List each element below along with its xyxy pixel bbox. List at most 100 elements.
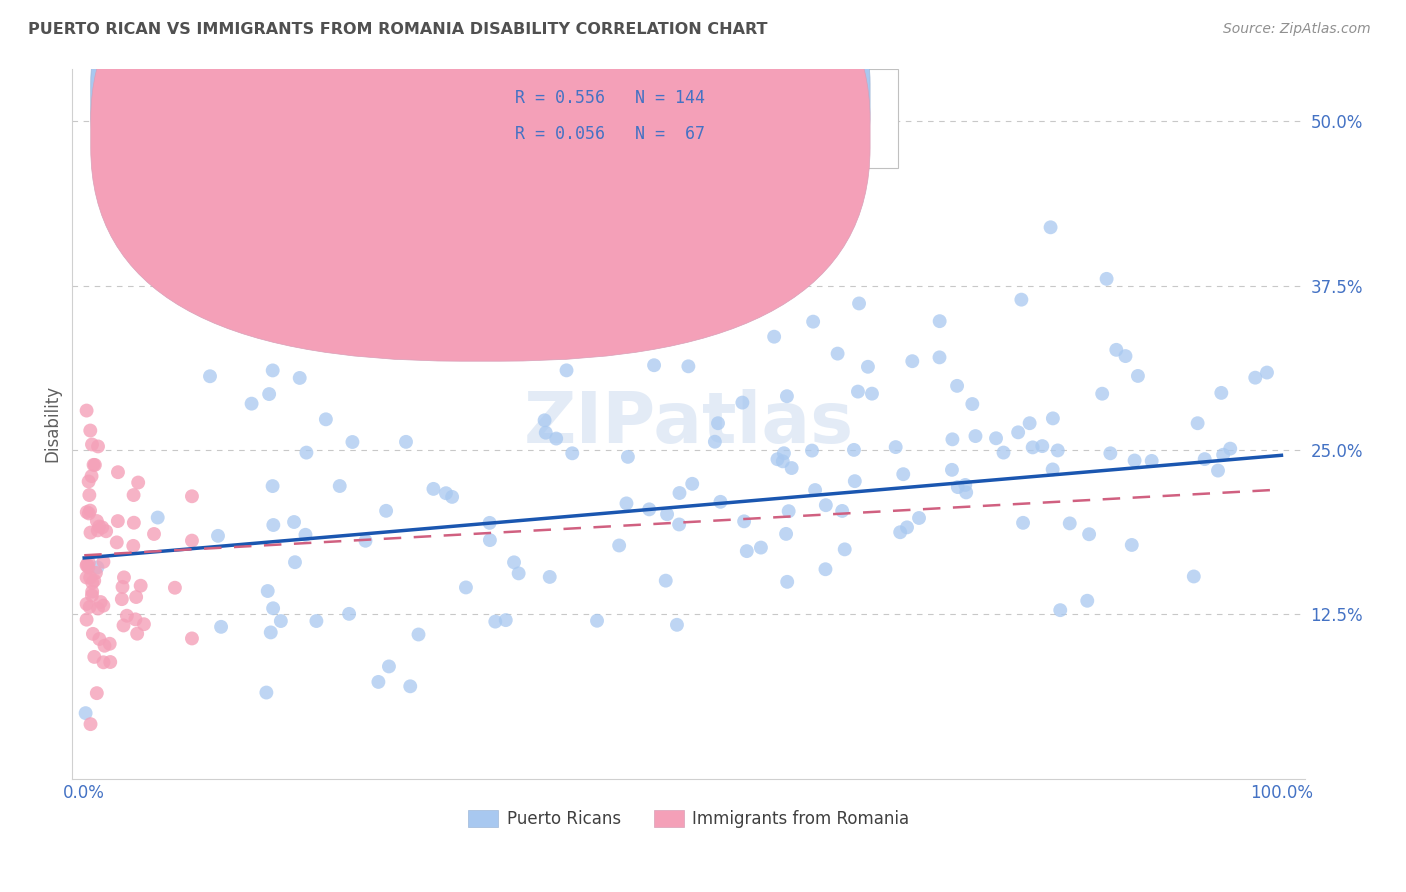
Point (375, 504, 398, 518)
Point (1244, 370, 1267, 384)
Point (1012, 516, 1035, 530)
Point (1123, 453, 1146, 467)
Point (856, 359, 879, 374)
Point (1091, 386, 1114, 401)
Point (955, 485, 977, 500)
Point (1021, 441, 1043, 455)
Point (76, 570, 98, 584)
Point (1046, 443, 1069, 458)
Point (763, 329, 786, 343)
Point (503, 555, 526, 569)
Point (749, 541, 772, 555)
Point (908, 511, 931, 525)
Point (946, 379, 969, 393)
Point (984, 431, 1007, 445)
Point (107, 465, 129, 479)
Point (82, 584, 104, 599)
Point (83, 574, 105, 588)
Point (1140, 454, 1163, 468)
Point (834, 542, 856, 557)
Point (283, 515, 305, 529)
Point (889, 525, 911, 540)
Point (884, 440, 907, 454)
Point (76, 558, 98, 573)
Point (198, 369, 221, 384)
Point (395, 434, 418, 449)
Point (1121, 538, 1143, 552)
Point (616, 496, 638, 510)
Point (76, 558, 98, 572)
Point (93, 599, 115, 613)
Point (86, 514, 108, 528)
Point (1211, 385, 1233, 400)
Point (94, 524, 117, 539)
Text: R = 0.556   N = 144: R = 0.556 N = 144 (515, 89, 704, 107)
Point (181, 489, 204, 503)
Point (378, 659, 401, 673)
Point (408, 627, 430, 641)
Point (643, 358, 665, 372)
Point (122, 516, 145, 530)
Point (87, 439, 110, 453)
Point (240, 397, 263, 411)
Text: ZIPatlas: ZIPatlas (524, 389, 853, 458)
Point (77, 507, 100, 521)
Point (703, 434, 725, 449)
Point (678, 359, 700, 374)
Point (638, 502, 661, 516)
Point (773, 446, 796, 460)
Point (305, 614, 328, 628)
Point (586, 614, 609, 628)
Point (848, 296, 870, 310)
Point (827, 346, 849, 360)
FancyBboxPatch shape (430, 69, 898, 168)
Point (262, 363, 284, 377)
Point (329, 479, 352, 493)
Point (607, 539, 630, 553)
Point (288, 371, 311, 385)
Point (665, 617, 688, 632)
Point (256, 584, 278, 599)
Text: Source: ZipAtlas.com: Source: ZipAtlas.com (1223, 22, 1371, 37)
Point (668, 517, 690, 532)
Point (831, 504, 853, 518)
Point (655, 574, 678, 588)
FancyBboxPatch shape (91, 0, 870, 326)
Point (780, 461, 803, 475)
Legend: Puerto Ricans, Immigrants from Romania: Puerto Ricans, Immigrants from Romania (461, 803, 917, 835)
Point (367, 674, 389, 689)
Point (1095, 272, 1118, 286)
Point (127, 626, 149, 640)
Point (76, 403, 98, 417)
Point (965, 429, 987, 443)
Point (90, 595, 112, 609)
Point (294, 528, 316, 542)
Point (209, 620, 232, 634)
Point (533, 413, 555, 427)
Point (284, 555, 307, 569)
Point (79, 525, 101, 540)
Point (77, 556, 100, 570)
Point (1212, 448, 1234, 462)
Point (891, 467, 914, 482)
Point (801, 443, 824, 458)
Point (87, 524, 110, 538)
Point (1007, 425, 1029, 440)
Point (776, 389, 799, 403)
Point (270, 614, 292, 628)
Point (80, 589, 103, 603)
Point (508, 566, 530, 581)
Point (538, 570, 561, 584)
Point (1018, 416, 1040, 430)
Point (89, 519, 111, 533)
Point (1206, 464, 1229, 478)
Point (1049, 603, 1071, 617)
Point (955, 478, 977, 492)
Point (86, 686, 108, 700)
Point (262, 479, 284, 493)
Point (76, 613, 98, 627)
Point (112, 570, 135, 584)
Point (814, 562, 837, 576)
Point (295, 445, 318, 459)
Point (98, 655, 121, 669)
